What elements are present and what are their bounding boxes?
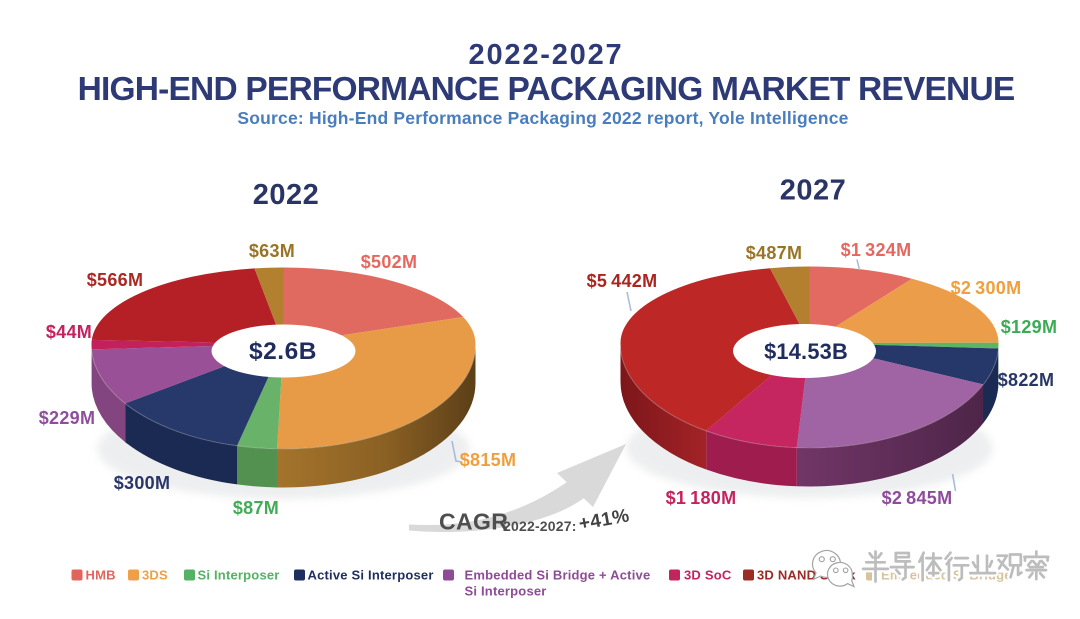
svg-text:Source: High-End Performance P: Source: High-End Performance Packaging 2… <box>237 108 848 128</box>
svg-text:$2 300M: $2 300M <box>951 278 1022 298</box>
svg-text:Si Interposer: Si Interposer <box>465 584 547 599</box>
svg-text:3DS: 3DS <box>142 568 168 583</box>
svg-text:$1 324M: $1 324M <box>841 240 912 260</box>
svg-text:$2.6B: $2.6B <box>249 338 317 365</box>
svg-text:CAGR: CAGR <box>439 509 508 535</box>
svg-text:$487M: $487M <box>746 243 803 263</box>
svg-text:Active Si Interposer: Active Si Interposer <box>308 568 434 583</box>
svg-text:$815M: $815M <box>460 450 517 470</box>
svg-text:$44M: $44M <box>46 322 92 342</box>
svg-text:$87M: $87M <box>233 498 279 518</box>
svg-text:2027: 2027 <box>780 175 847 207</box>
svg-text:2022-2027:: 2022-2027: <box>503 518 577 534</box>
svg-text:2022-2027: 2022-2027 <box>469 39 624 71</box>
svg-text:Embedded Si Bridge + Active: Embedded Si Bridge + Active <box>465 568 651 583</box>
svg-text:$566M: $566M <box>87 270 144 290</box>
svg-text:2022: 2022 <box>253 179 320 211</box>
svg-text:3D SoC: 3D SoC <box>684 568 732 583</box>
svg-text:Si Interposer: Si Interposer <box>198 568 280 583</box>
svg-text:$2 845M: $2 845M <box>882 488 953 508</box>
svg-text:$822M: $822M <box>998 370 1055 390</box>
svg-text:$1 180M: $1 180M <box>666 488 737 508</box>
svg-text:HIGH-END PERFORMANCE PACKAGING: HIGH-END PERFORMANCE PACKAGING MARKET RE… <box>78 71 1015 108</box>
svg-text:$229M: $229M <box>39 408 96 428</box>
svg-text:$300M: $300M <box>114 473 171 493</box>
svg-text:HMB: HMB <box>86 568 116 583</box>
svg-text:$129M: $129M <box>1001 317 1058 337</box>
svg-text:$63M: $63M <box>249 241 295 261</box>
svg-text:$5 442M: $5 442M <box>587 271 658 291</box>
svg-text:$14.53B: $14.53B <box>764 339 848 364</box>
svg-text:$502M: $502M <box>361 252 418 272</box>
